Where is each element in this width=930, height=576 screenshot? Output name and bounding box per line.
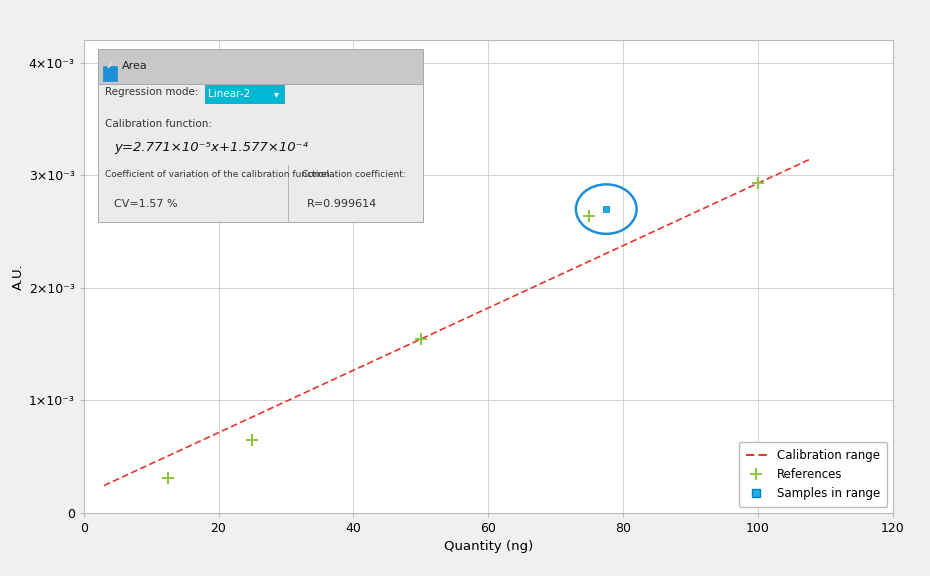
Text: R=0.999614: R=0.999614	[307, 199, 378, 210]
Y-axis label: A.U.: A.U.	[12, 263, 24, 290]
Text: Coefficient of variation of the calibration function:: Coefficient of variation of the calibrat…	[105, 170, 333, 179]
Text: Area: Area	[122, 61, 148, 71]
Text: Regression mode:: Regression mode:	[105, 87, 199, 97]
Legend: Calibration range, References, Samples in range: Calibration range, References, Samples i…	[738, 442, 887, 507]
Text: Linear-2: Linear-2	[208, 89, 250, 99]
Text: y=2.771×10⁻⁵x+1.577×10⁻⁴: y=2.771×10⁻⁵x+1.577×10⁻⁴	[114, 141, 309, 154]
Text: CV=1.57 %: CV=1.57 %	[114, 199, 178, 210]
X-axis label: Quantity (ng): Quantity (ng)	[444, 540, 533, 553]
Text: Correlation coefficient:: Correlation coefficient:	[302, 170, 406, 179]
Text: ✓: ✓	[105, 61, 113, 71]
Text: Calibration function:: Calibration function:	[105, 119, 212, 129]
Text: ▾: ▾	[274, 89, 279, 99]
